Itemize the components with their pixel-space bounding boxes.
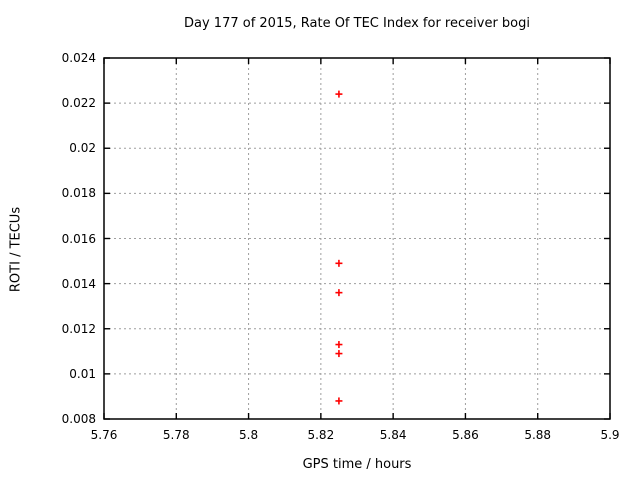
y-tick-label: 0.022 — [61, 96, 96, 111]
data-point-marker — [335, 289, 343, 297]
chart-title: Day 177 of 2015, Rate Of TEC Index for r… — [184, 16, 530, 31]
x-tick-label: 5.9 — [600, 428, 620, 442]
plot-border — [103, 57, 611, 420]
data-point-marker — [335, 397, 343, 405]
x-tick-label: 5.78 — [162, 428, 190, 442]
data-point-marker — [335, 259, 343, 267]
y-tick-label: 0.014 — [61, 276, 96, 291]
y-tick-label: 0.02 — [69, 141, 96, 156]
y-tick-label: 0.018 — [61, 186, 96, 201]
x-tick-label: 5.8 — [239, 428, 259, 442]
y-tick-label: 0.024 — [61, 51, 96, 65]
y-tick-label: 0.008 — [61, 412, 96, 426]
y-tick-label: 0.01 — [69, 366, 96, 381]
y-tick-label: 0.012 — [61, 321, 96, 336]
data-point-marker — [335, 341, 343, 349]
x-tick-label: 5.88 — [524, 428, 552, 442]
x-tick-label: 5.84 — [379, 428, 407, 442]
x-tick-label: 5.76 — [90, 428, 118, 442]
x-tick-label: 5.86 — [452, 428, 479, 442]
x-axis-label: GPS time / hours — [302, 457, 412, 472]
data-point-marker — [335, 350, 343, 358]
data-point-marker — [335, 90, 343, 98]
y-tick-label: 0.016 — [61, 231, 96, 246]
x-tick-label: 5.82 — [307, 428, 335, 442]
